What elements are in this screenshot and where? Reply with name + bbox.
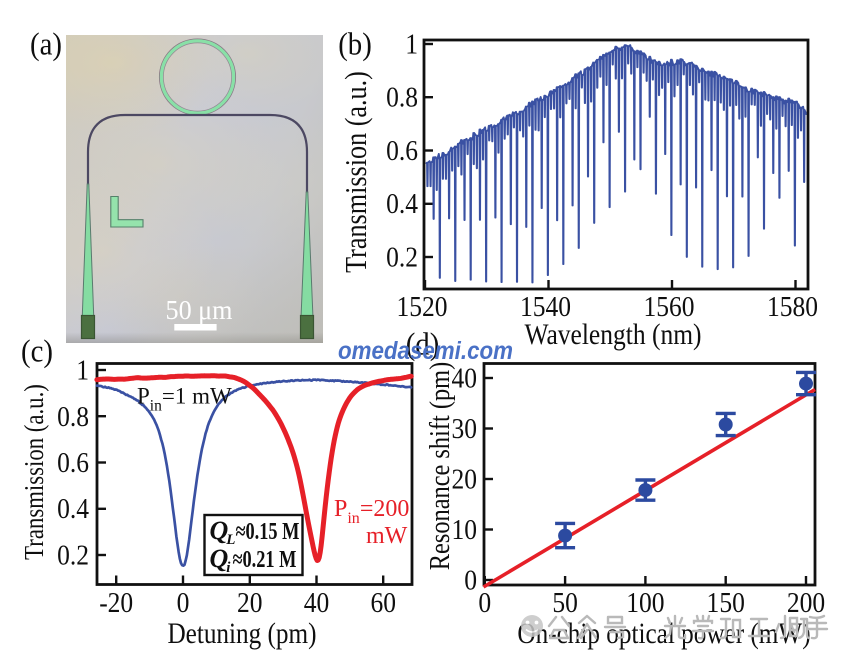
svg-text:0.8: 0.8	[57, 401, 89, 433]
svg-text:1: 1	[76, 355, 89, 387]
svg-text:200: 200	[787, 587, 825, 619]
svg-text:(d): (d)	[406, 326, 440, 362]
svg-text:50 μm: 50 μm	[166, 295, 233, 325]
svg-text:0.2: 0.2	[57, 540, 89, 572]
svg-text:0: 0	[464, 565, 477, 597]
svg-text:Detuning (pm): Detuning (pm)	[167, 617, 316, 650]
svg-text:150: 150	[707, 587, 745, 619]
svg-text:(b): (b)	[338, 26, 372, 62]
svg-text:On-chip optical power (mW): On-chip optical power (mW)	[517, 617, 810, 650]
svg-text:60: 60	[370, 587, 396, 619]
svg-text:Pin=200: Pin=200	[334, 496, 409, 527]
svg-text:0.8: 0.8	[386, 82, 418, 114]
svg-text:Resonance shift (pm): Resonance shift (pm)	[424, 362, 456, 570]
svg-text:20: 20	[237, 587, 263, 619]
svg-text:0: 0	[478, 587, 491, 619]
svg-text:(c): (c)	[21, 333, 53, 369]
svg-text:40: 40	[452, 363, 478, 395]
svg-text:-20: -20	[99, 587, 133, 619]
svg-text:0.4: 0.4	[386, 188, 418, 220]
svg-text:Pin=1 mW: Pin=1 mW	[137, 384, 232, 415]
svg-text:10: 10	[452, 514, 478, 546]
svg-text:0.4: 0.4	[57, 493, 89, 525]
svg-text:1520: 1520	[397, 291, 448, 323]
svg-text:1560: 1560	[644, 291, 695, 323]
svg-text:(a): (a)	[30, 26, 62, 62]
svg-text:0: 0	[177, 587, 190, 619]
svg-text:100: 100	[626, 587, 664, 619]
svg-text:QL≈0.15 M: QL≈0.15 M	[210, 516, 300, 548]
svg-text:Wavelength (nm): Wavelength (nm)	[524, 318, 701, 351]
svg-text:30: 30	[452, 413, 478, 445]
svg-text:1540: 1540	[520, 291, 571, 323]
svg-text:0.6: 0.6	[57, 447, 89, 479]
svg-text:1580: 1580	[767, 291, 818, 323]
svg-text:0.2: 0.2	[386, 242, 418, 274]
svg-text:50: 50	[552, 587, 578, 619]
svg-text:20: 20	[452, 464, 478, 496]
svg-text:Qi≈0.21 M: Qi≈0.21 M	[210, 544, 297, 576]
svg-text:1: 1	[405, 29, 418, 61]
svg-text:omedasemi.com: omedasemi.com	[338, 337, 513, 365]
svg-text:40: 40	[304, 587, 330, 619]
svg-text:Transmission (a.u.): Transmission (a.u.)	[19, 384, 49, 560]
svg-text:0.6: 0.6	[386, 135, 418, 167]
svg-text:mW: mW	[366, 523, 408, 549]
svg-text:Transmission (a.u.): Transmission (a.u.)	[338, 71, 373, 273]
